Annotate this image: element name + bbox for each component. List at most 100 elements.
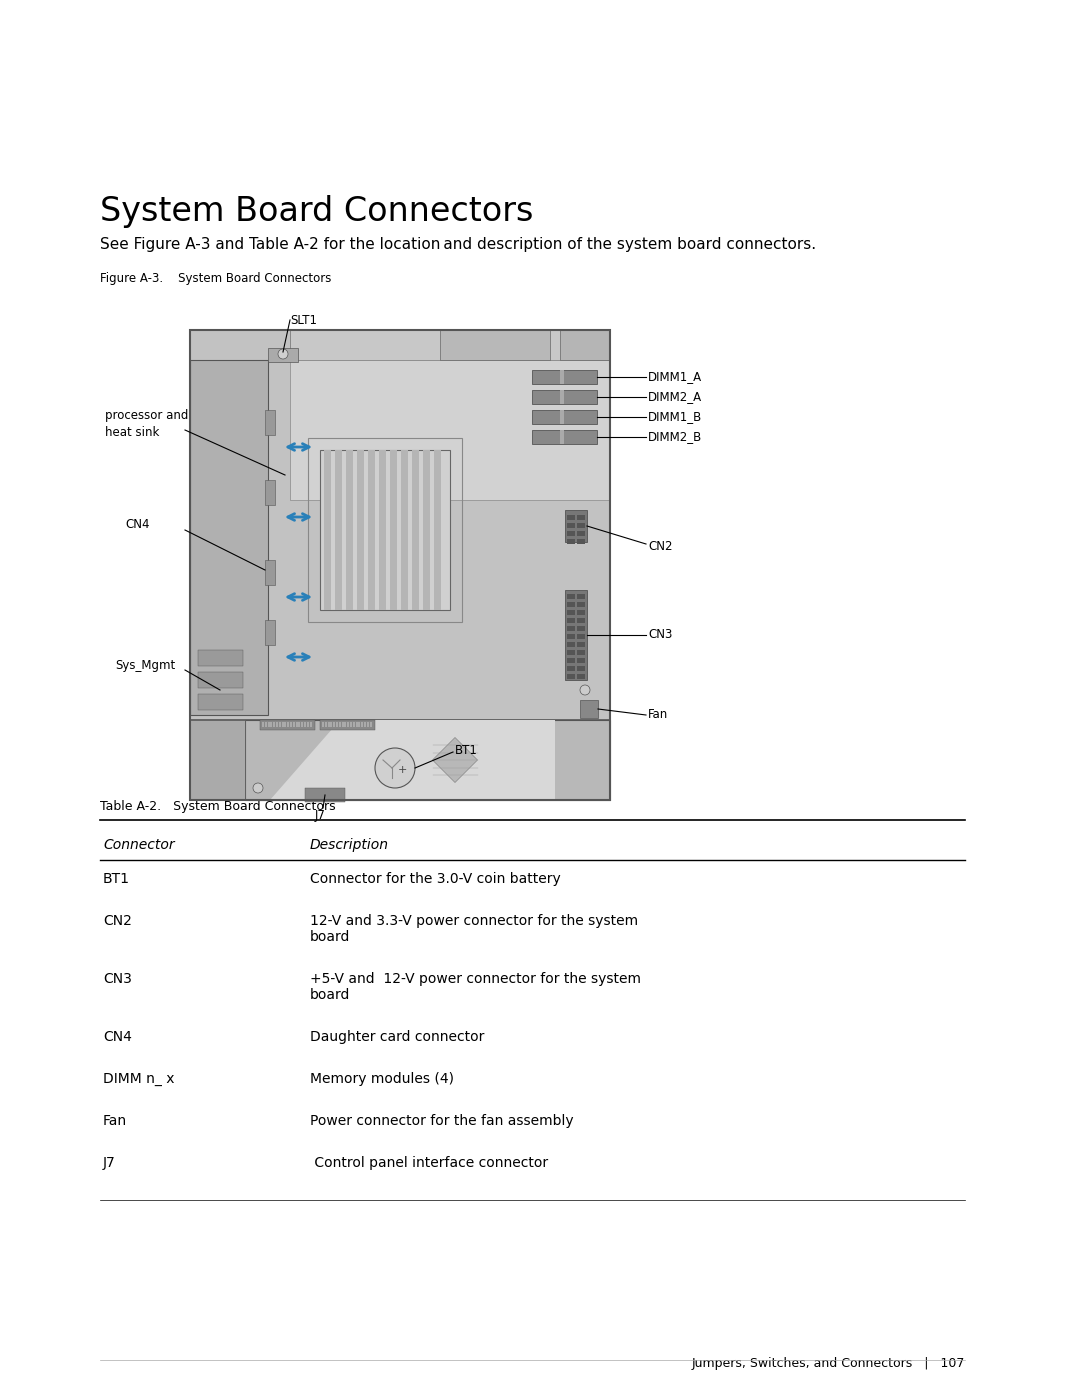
Bar xyxy=(198,650,243,666)
Text: CN3: CN3 xyxy=(103,972,132,986)
Bar xyxy=(580,700,598,718)
Bar xyxy=(379,450,386,610)
Bar xyxy=(577,539,585,543)
Bar xyxy=(190,360,268,715)
Bar xyxy=(401,450,408,610)
Bar xyxy=(567,610,575,615)
Bar xyxy=(287,722,289,726)
Text: See Figure A-3 and Table A-2 for the location and description of the system boar: See Figure A-3 and Table A-2 for the loc… xyxy=(100,237,816,251)
Text: +: + xyxy=(397,766,407,775)
Text: Description: Description xyxy=(310,838,389,852)
Bar xyxy=(577,515,585,520)
Bar xyxy=(346,450,353,610)
Bar xyxy=(310,722,312,726)
Bar xyxy=(284,722,286,726)
Text: +5-V and  12-V power connector for the system
board: +5-V and 12-V power connector for the sy… xyxy=(310,972,642,1002)
Bar xyxy=(577,634,585,638)
Bar xyxy=(577,643,585,647)
Bar xyxy=(368,450,375,610)
Bar xyxy=(265,722,267,726)
Bar xyxy=(567,617,575,623)
Bar xyxy=(567,650,575,655)
Text: DIMM2_B: DIMM2_B xyxy=(648,430,702,443)
Bar xyxy=(411,450,419,610)
Bar xyxy=(561,370,564,384)
Bar xyxy=(353,722,355,726)
Bar xyxy=(577,666,585,671)
Text: heat sink: heat sink xyxy=(105,426,160,440)
Bar xyxy=(434,450,441,610)
Bar xyxy=(345,722,347,726)
Text: Figure A-3.    System Board Connectors: Figure A-3. System Board Connectors xyxy=(100,272,332,285)
Text: J7: J7 xyxy=(103,1155,116,1171)
Text: CN4: CN4 xyxy=(103,1030,132,1044)
Text: DIMM n_ x: DIMM n_ x xyxy=(103,1071,175,1085)
Bar xyxy=(276,722,278,726)
Bar xyxy=(423,450,430,610)
Circle shape xyxy=(375,747,415,788)
Bar xyxy=(265,560,275,585)
Bar xyxy=(532,430,597,444)
Bar xyxy=(532,390,597,404)
Bar xyxy=(245,719,610,800)
Bar xyxy=(567,539,575,543)
Bar xyxy=(359,722,361,726)
Polygon shape xyxy=(432,738,477,782)
Bar xyxy=(260,719,315,731)
Bar xyxy=(301,722,303,726)
Bar xyxy=(561,330,610,360)
Text: BT1: BT1 xyxy=(455,743,477,757)
Bar xyxy=(268,722,270,726)
Bar xyxy=(293,722,295,726)
Bar xyxy=(324,450,330,610)
Bar xyxy=(567,602,575,608)
Bar xyxy=(190,330,610,800)
Bar xyxy=(565,510,588,542)
Bar xyxy=(265,620,275,645)
Bar xyxy=(303,722,306,726)
Bar xyxy=(357,450,364,610)
Bar xyxy=(567,531,575,536)
Bar xyxy=(335,450,342,610)
Text: Connector for the 3.0-V coin battery: Connector for the 3.0-V coin battery xyxy=(310,872,561,886)
Bar xyxy=(270,722,272,726)
Bar xyxy=(268,348,298,362)
Text: BT1: BT1 xyxy=(103,872,130,886)
Bar xyxy=(577,594,585,599)
Bar xyxy=(367,722,368,726)
Bar xyxy=(369,722,372,726)
Bar xyxy=(320,450,450,610)
Bar xyxy=(567,515,575,520)
Bar xyxy=(577,673,585,679)
Bar xyxy=(567,634,575,638)
Bar xyxy=(291,722,292,726)
Text: Fan: Fan xyxy=(648,708,669,721)
Bar xyxy=(361,722,363,726)
Polygon shape xyxy=(270,719,555,800)
Bar xyxy=(307,722,309,726)
Bar xyxy=(279,722,281,726)
Bar xyxy=(577,617,585,623)
Bar xyxy=(561,409,564,425)
Text: Connector: Connector xyxy=(103,838,175,852)
Bar xyxy=(364,722,366,726)
Bar xyxy=(265,409,275,434)
Bar xyxy=(355,722,357,726)
Bar xyxy=(440,330,550,360)
Text: CN3: CN3 xyxy=(648,629,673,641)
Bar xyxy=(291,330,610,500)
Bar xyxy=(350,722,352,726)
Bar xyxy=(567,666,575,671)
Text: Memory modules (4): Memory modules (4) xyxy=(310,1071,454,1085)
Bar xyxy=(577,658,585,664)
Bar xyxy=(305,788,345,802)
Text: Table A-2.   System Board Connectors: Table A-2. System Board Connectors xyxy=(100,800,336,813)
Bar xyxy=(347,722,349,726)
Text: DIMM2_A: DIMM2_A xyxy=(648,391,702,404)
Text: CN2: CN2 xyxy=(648,539,673,552)
Bar xyxy=(565,590,588,680)
Text: Power connector for the fan assembly: Power connector for the fan assembly xyxy=(310,1113,573,1127)
Bar xyxy=(577,522,585,528)
Bar xyxy=(341,722,343,726)
Text: DIMM1_A: DIMM1_A xyxy=(648,370,702,384)
